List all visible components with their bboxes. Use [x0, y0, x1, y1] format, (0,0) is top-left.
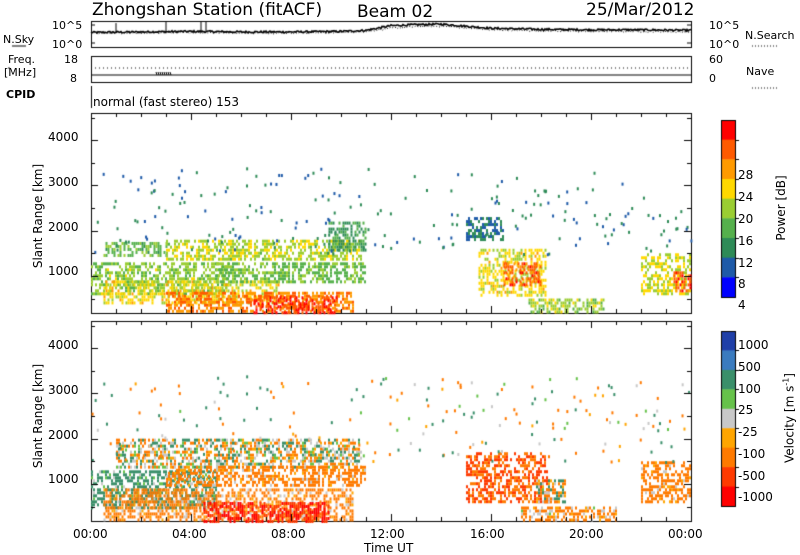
- velocity-cb-tick-minus500: -500: [738, 469, 766, 483]
- velocity-ytick-3000: 3000: [48, 383, 79, 397]
- xtick-1200: 12:00: [370, 527, 405, 541]
- power-cb-tick-20: 20: [738, 212, 754, 226]
- freq-tick-bottom: 8: [70, 72, 77, 85]
- xtick-2400: 00:00: [668, 527, 703, 541]
- cpid-text: normal (fast stereo) 153: [93, 95, 240, 109]
- power-cb-tick-12: 12: [738, 256, 754, 270]
- xtick-0800: 08:00: [271, 527, 306, 541]
- cpid-label: CPID: [6, 88, 36, 101]
- velocity-ylabel: Slant Range [km]: [31, 363, 45, 469]
- freq-tick-top: 18: [64, 53, 78, 66]
- xtick-2000: 20:00: [569, 527, 604, 541]
- velocity-cb-tick-100: 100: [738, 382, 761, 396]
- noise-left-tick-top: 10^5: [52, 19, 83, 32]
- power-ytick-2000: 2000: [48, 220, 79, 234]
- velocity-cb-tick-minus1000: -1000: [738, 490, 773, 504]
- velocity-cb-tick-minus25: -25: [738, 425, 758, 439]
- power-cb-tick-8: 8: [738, 277, 746, 291]
- velocity-cb-tick-1000: 1000: [738, 338, 769, 352]
- nsearch-label: N.Search: [745, 29, 795, 42]
- velocity-cb-tick-25: 25: [738, 403, 754, 417]
- velocity-cb-title: Velocity [m s-1]: [781, 373, 797, 463]
- power-cb-tick-24: 24: [738, 190, 754, 204]
- noise-right-tick-top: 10^5: [709, 19, 740, 32]
- power-cb-tick-16: 16: [738, 234, 754, 248]
- station-title: Zhongshan Station (fitACF): [92, 0, 323, 20]
- nave-tick-bottom: 0: [709, 72, 716, 85]
- xaxis-label: Time UT: [364, 541, 414, 555]
- velocity-cb-title-text: Velocity [m s: [782, 385, 797, 463]
- velocity-ytick-1000: 1000: [48, 472, 79, 486]
- freq-unit-label: [MHz]: [4, 66, 37, 79]
- velocity-ytick-2000: 2000: [48, 428, 79, 442]
- date-label: 25/Mar/2012: [586, 0, 695, 20]
- nave-label: Nave: [746, 65, 775, 78]
- power-cb-tick-4: 4: [738, 298, 746, 312]
- power-cb-tick-28: 28: [738, 168, 754, 182]
- xtick-0000: 00:00: [73, 527, 108, 541]
- velocity-cb-title-sup: -1: [781, 377, 791, 386]
- velocity-cb-tick-500: 500: [738, 360, 761, 374]
- noise-left-tick-bottom: 10^0: [52, 38, 83, 51]
- velocity-ytick-4000: 4000: [48, 338, 79, 352]
- power-ytick-1000: 1000: [48, 264, 79, 278]
- power-ylabel: Slant Range [km]: [31, 163, 45, 269]
- power-ytick-3000: 3000: [48, 175, 79, 189]
- nsky-label: N.Sky: [3, 33, 35, 46]
- xtick-1600: 16:00: [470, 527, 505, 541]
- power-ytick-4000: 4000: [48, 130, 79, 144]
- power-cb-title: Power [dB]: [774, 175, 788, 241]
- beam-label: Beam 02: [357, 2, 434, 22]
- xtick-0400: 04:00: [172, 527, 207, 541]
- velocity-cb-tick-minus100: -100: [738, 447, 766, 461]
- freq-label: Freq.: [8, 53, 36, 66]
- noise-right-tick-bottom: 10^0: [709, 38, 740, 51]
- nave-tick-top: 60: [709, 53, 723, 66]
